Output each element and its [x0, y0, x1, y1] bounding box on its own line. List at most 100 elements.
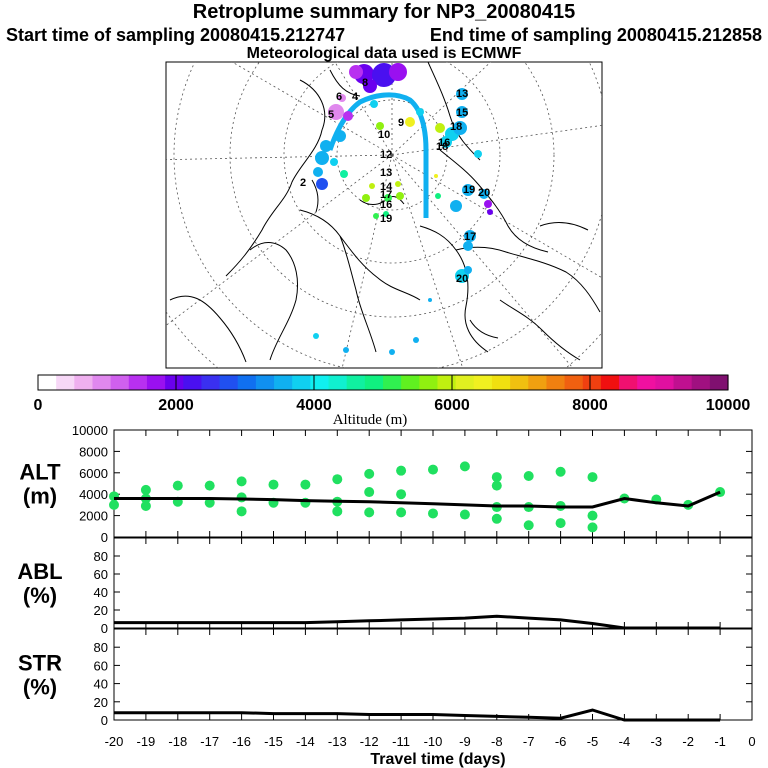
colorbar-segment: [346, 375, 366, 390]
colorbar-tick-label: 2000: [158, 397, 194, 414]
colorbar-segment: [691, 375, 711, 390]
altitude-scatter-point: [332, 474, 343, 485]
x-tick-label: -8: [491, 734, 503, 749]
colorbar-segment: [128, 375, 148, 390]
altitude-scatter-point: [587, 472, 598, 483]
altitude-scatter-point: [140, 500, 151, 511]
map-day-label: 16: [380, 199, 392, 211]
x-axis-label: Travel time (days): [370, 751, 505, 768]
map-day-label: 20: [478, 187, 490, 199]
colorbar-segment: [328, 375, 348, 390]
x-tick-label: -2: [682, 734, 694, 749]
y-tick-label: 0: [101, 530, 108, 545]
colorbar-segment: [546, 375, 566, 390]
x-tick-label: -19: [137, 734, 156, 749]
colorbar-segment: [473, 375, 493, 390]
map-day-label: 16: [438, 137, 450, 149]
x-tick-label: -13: [328, 734, 347, 749]
panel-str: 0 20 40 60 80 STR(%): [18, 628, 753, 728]
y-tick-label: 4000: [79, 487, 108, 502]
colorbar-segment: [274, 375, 293, 390]
colorbar-segment: [491, 375, 511, 390]
x-tick-label: 0: [748, 734, 755, 749]
y-tick-label: 40: [94, 585, 108, 600]
y-tick-label: 8000: [79, 444, 108, 459]
y-tick-label: 6000: [79, 466, 108, 481]
map-day-label: 13: [456, 88, 468, 100]
colorbar-segment: [146, 375, 166, 390]
map-day-label: 9: [398, 117, 404, 129]
colorbar-segment: [637, 375, 656, 390]
latitude-circles: [166, 62, 602, 368]
x-tick-label: -6: [555, 734, 567, 749]
altitude-scatter-point: [396, 507, 407, 518]
altitude-scatter-point: [491, 472, 502, 483]
altitude-scatter-point: [459, 509, 470, 520]
map-day-label: 17: [380, 189, 392, 201]
map-day-label: 2: [300, 177, 306, 189]
y-tick-label: 0: [101, 621, 108, 636]
altitude-scatter-point: [109, 499, 119, 510]
colorbar-segment: [528, 375, 548, 390]
y-tick-label: 80: [94, 640, 108, 655]
map-day-label: 19: [380, 213, 392, 225]
map-day-label: 10: [378, 129, 390, 141]
x-tick-label: -18: [168, 734, 187, 749]
colorbar-frame: [37, 374, 729, 391]
y-tick-label: 40: [94, 677, 108, 692]
x-tick-label: -14: [296, 734, 315, 749]
colorbar-segment: [619, 375, 638, 390]
colorbar-segment: [292, 375, 311, 390]
altitude-scatter-point: [236, 492, 247, 503]
altitude-scatter-point: [587, 510, 598, 521]
altitude-scatter-point: [140, 484, 151, 495]
x-tick-label: -3: [651, 734, 663, 749]
x-tick-label: -17: [200, 734, 219, 749]
colorbar-segment: [673, 375, 693, 390]
y-tick-label: 2000: [79, 509, 108, 524]
altitude-scatter-point: [332, 506, 343, 517]
altitude-scatter-point: [491, 480, 502, 491]
map-day-label: 6: [336, 91, 342, 103]
altitude-scatter-point: [300, 479, 311, 490]
altitude-scatter-point: [204, 497, 215, 508]
altitude-colorbar: 0 2000 4000 6000 8000 10000 Altitude (m): [34, 374, 750, 428]
map-day-label: 19: [463, 184, 475, 196]
x-tick-label: -1: [714, 734, 726, 749]
x-tick-label: -9: [459, 734, 471, 749]
altitude-scatter-point: [555, 518, 566, 529]
y-axis-label: ABL: [17, 559, 62, 584]
colorbar-segment: [383, 375, 402, 390]
y-tick-label: 0: [101, 713, 108, 728]
x-tick-label: -11: [392, 734, 410, 749]
x-tick-label: -20: [105, 734, 124, 749]
map-day-label: 18: [436, 141, 448, 153]
altitude-scatter-point: [428, 508, 438, 519]
altitude-scatter-point: [491, 513, 502, 524]
panel-frame: [113, 537, 753, 629]
altitude-scatter-point: [396, 489, 407, 500]
colorbar-segment: [510, 375, 529, 390]
map-day-label: 20: [456, 273, 468, 285]
day-labels: 13 15 8 10 9 6 5 4 12 13 14 16 18 17 19 …: [300, 77, 490, 285]
altitude-scatter-point: [587, 522, 598, 533]
colorbar-segment: [600, 375, 620, 390]
map-day-label: 8: [362, 77, 368, 89]
series-line-str: [114, 708, 721, 722]
colorbar-segment: [219, 375, 239, 390]
x-tick-label: -10: [424, 734, 443, 749]
map-day-label: 18: [450, 121, 462, 133]
panel-frame: [113, 628, 753, 721]
map-day-label: 17: [464, 231, 476, 243]
altitude-scatter-point: [364, 468, 375, 479]
colorbar-segment: [709, 375, 729, 390]
altitude-scatter-point: [236, 476, 247, 487]
meteorological-data-note: Meteorological data used is ECMWF: [246, 45, 522, 62]
colorbar-segment: [364, 375, 384, 390]
altitude-scatter-point: [268, 479, 279, 490]
colorbar-segment: [255, 375, 275, 390]
chart-title: Retroplume summary for NP3_20080415: [192, 1, 576, 23]
map-day-label: 5: [328, 109, 334, 121]
colorbar-segment: [564, 375, 584, 390]
y-tick-label: 60: [94, 658, 108, 673]
